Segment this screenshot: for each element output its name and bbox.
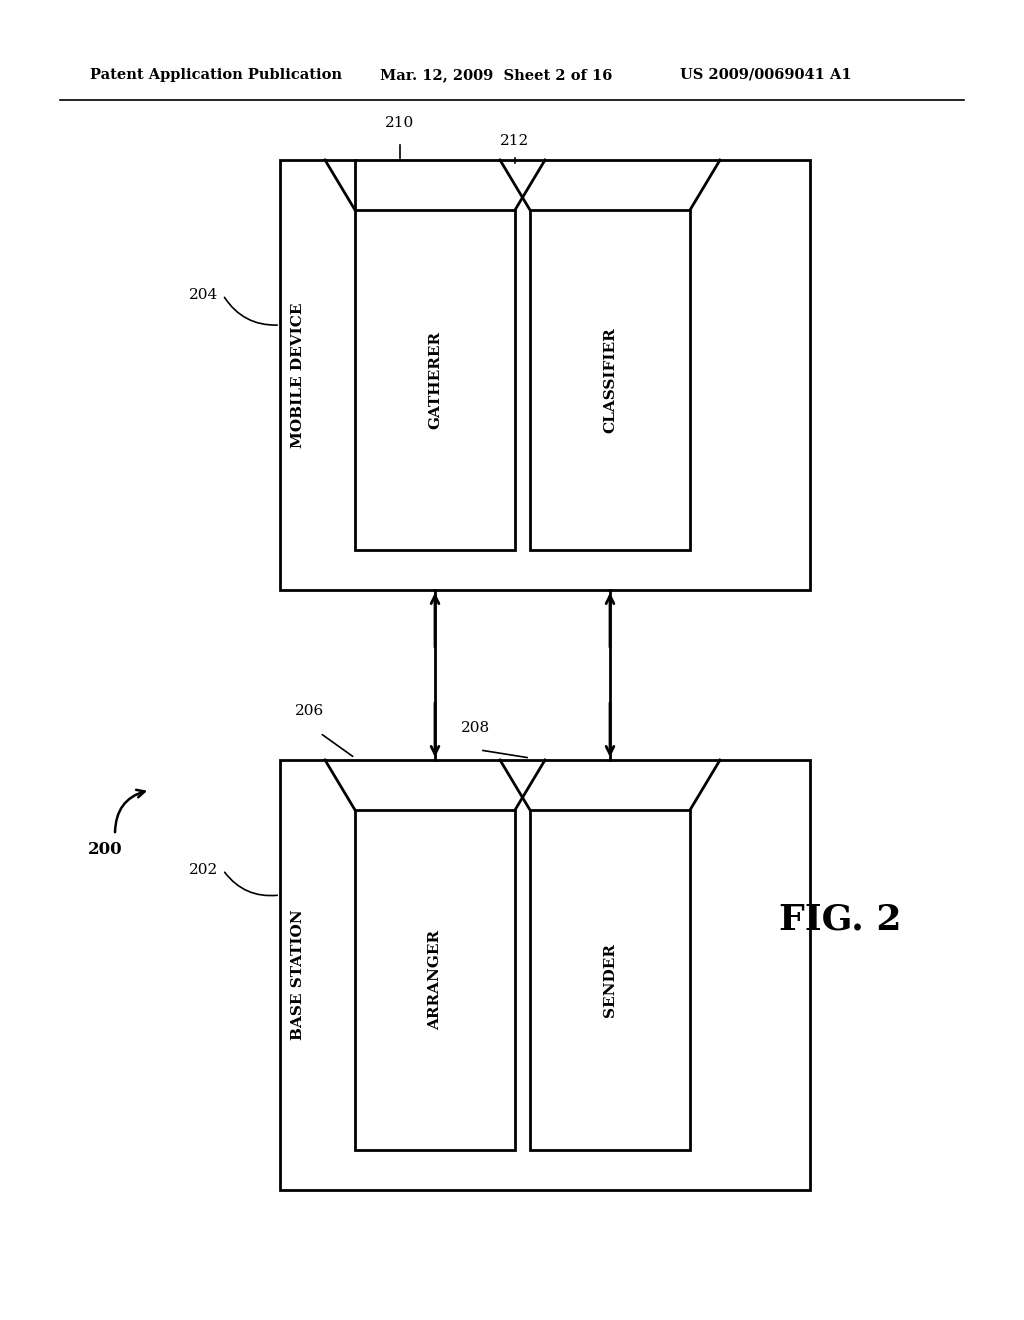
Text: CLASSIFIER: CLASSIFIER	[603, 327, 617, 433]
Text: GATHERER: GATHERER	[428, 331, 442, 429]
Text: MOBILE DEVICE: MOBILE DEVICE	[291, 302, 305, 447]
Text: ARRANGER: ARRANGER	[428, 929, 442, 1030]
Text: 202: 202	[188, 863, 218, 876]
Text: 210: 210	[385, 116, 415, 129]
Text: Patent Application Publication: Patent Application Publication	[90, 69, 342, 82]
Text: SENDER: SENDER	[603, 942, 617, 1016]
Text: 200: 200	[88, 842, 122, 858]
Bar	[530, 210, 690, 550]
Bar	[355, 210, 515, 550]
Text: BASE STATION: BASE STATION	[291, 909, 305, 1040]
Text: US 2009/0069041 A1: US 2009/0069041 A1	[680, 69, 852, 82]
Text: 208: 208	[461, 721, 489, 735]
Bar	[280, 760, 810, 1191]
Text: 212: 212	[501, 135, 529, 148]
Bar	[530, 810, 690, 1150]
Text: 204: 204	[188, 288, 218, 302]
Text: 206: 206	[295, 704, 325, 718]
Bar	[280, 160, 810, 590]
Text: Mar. 12, 2009  Sheet 2 of 16: Mar. 12, 2009 Sheet 2 of 16	[380, 69, 612, 82]
Text: FIG. 2: FIG. 2	[778, 903, 901, 937]
Bar	[355, 810, 515, 1150]
